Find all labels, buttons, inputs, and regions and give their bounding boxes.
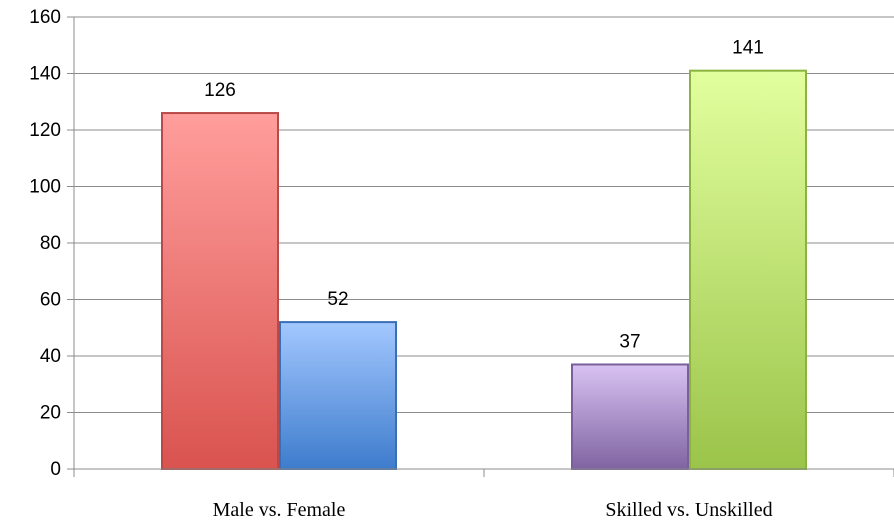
data-labels: 126 52 37 141 xyxy=(204,38,764,353)
category-labels: Male vs. Female Skilled vs. Unskilled xyxy=(213,499,773,521)
bar xyxy=(689,69,807,471)
data-label: 126 xyxy=(204,80,236,101)
data-label: 52 xyxy=(327,289,348,310)
y-tick-label: 140 xyxy=(29,64,61,85)
bars xyxy=(161,69,807,471)
y-tick-label: 20 xyxy=(40,403,61,424)
x-axis xyxy=(73,17,894,477)
y-tick-label: 60 xyxy=(40,290,61,311)
bar xyxy=(161,112,279,471)
y-tick-label: 40 xyxy=(40,346,61,367)
y-tick-label: 80 xyxy=(40,233,61,254)
data-label: 141 xyxy=(732,38,764,59)
bar xyxy=(571,363,689,471)
y-axis-ticks: 0 20 40 60 80 100 120 140 160 xyxy=(29,7,74,480)
y-tick-label: 0 xyxy=(50,459,61,480)
y-tick-label: 100 xyxy=(29,177,61,198)
y-tick-label: 120 xyxy=(29,120,61,141)
y-tick-label: 160 xyxy=(29,7,61,28)
category-label: Male vs. Female xyxy=(213,499,346,521)
data-label: 37 xyxy=(619,331,640,352)
category-label: Skilled vs. Unskilled xyxy=(605,499,772,521)
bar xyxy=(279,321,397,470)
